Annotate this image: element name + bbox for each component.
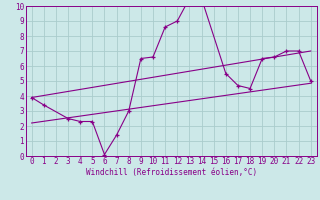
X-axis label: Windchill (Refroidissement éolien,°C): Windchill (Refroidissement éolien,°C) xyxy=(86,168,257,177)
